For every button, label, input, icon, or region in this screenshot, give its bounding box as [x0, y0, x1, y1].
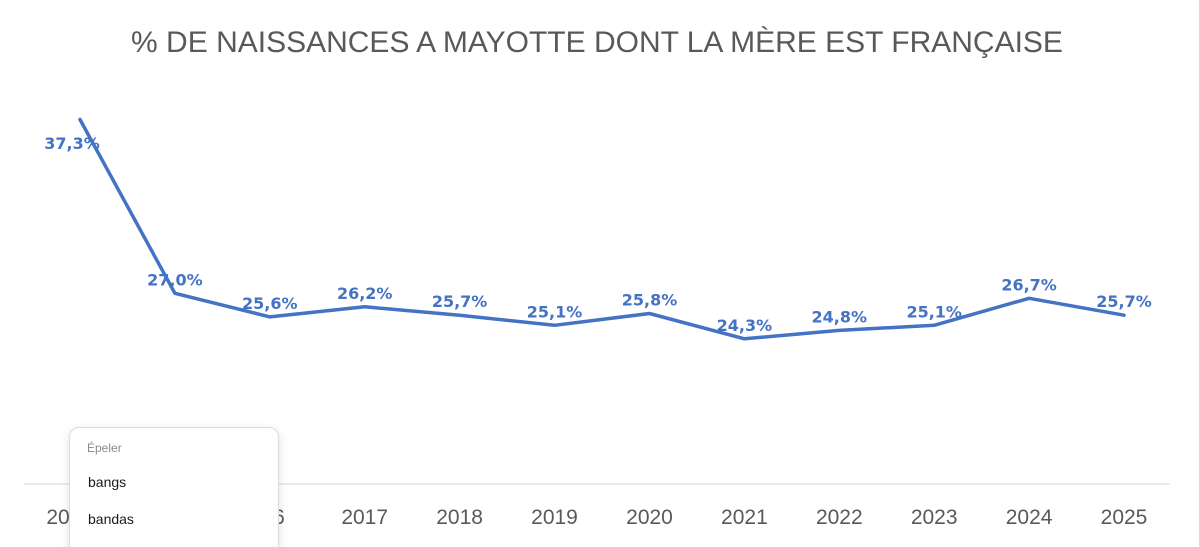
data-label: 25,8%: [622, 291, 678, 310]
x-tick-labels-group: 20 6 2017 2018 2019 2020 2021 2022 2023 2024 2025: [46, 506, 1147, 529]
spelling-suggestions-popup: Épeler bangs bandas: [69, 427, 279, 547]
chart-title: % DE NAISSANCES A MAYOTTE DONT LA MÈRE E…: [131, 26, 1063, 59]
data-point: [742, 337, 746, 341]
x-tick-label: 6: [273, 506, 285, 529]
spelling-suggestion-item[interactable]: bangs: [88, 474, 127, 490]
spelling-suggestion-item[interactable]: bandas: [88, 511, 134, 527]
data-label: 25,6%: [242, 294, 298, 313]
data-label: 27,0%: [147, 270, 203, 289]
data-label: 26,2%: [337, 284, 393, 303]
series-group: [78, 117, 1126, 341]
data-point: [173, 291, 177, 295]
data-point: [458, 313, 462, 317]
data-point: [553, 323, 557, 327]
x-tick-label: 2025: [1101, 506, 1148, 529]
data-point: [1122, 313, 1126, 317]
x-tick-label: 2019: [531, 506, 578, 529]
data-labels-group: 37,3% 27,0% 25,6% 26,2% 25,7% 25,1% 25,8% 24,3%…: [44, 134, 1152, 335]
data-label: 25,1%: [527, 302, 583, 321]
x-tick-label: 2020: [626, 506, 673, 529]
x-tick-label: 2022: [816, 506, 863, 529]
data-point: [78, 118, 82, 122]
data-label: 25,1%: [906, 302, 962, 321]
x-tick-label: 2021: [721, 506, 768, 529]
x-tick-label: 20: [46, 506, 69, 529]
data-label: 25,7%: [1096, 292, 1152, 311]
x-tick-label: 2024: [1006, 506, 1053, 529]
data-label: 37,3%: [44, 134, 100, 153]
x-tick-label: 2018: [436, 506, 483, 529]
data-label: 24,8%: [812, 307, 868, 326]
data-label: 25,7%: [432, 292, 488, 311]
data-point: [932, 323, 936, 327]
data-point: [1027, 296, 1031, 300]
data-point: [837, 328, 841, 332]
spelling-popup-header: Épeler: [87, 441, 122, 455]
data-point: [268, 315, 272, 319]
series-line: [78, 117, 1126, 341]
data-label: 26,7%: [1001, 275, 1057, 294]
x-tick-label: 2017: [341, 506, 388, 529]
data-label: 24,3%: [717, 316, 773, 335]
x-tick-label: 2023: [911, 506, 958, 529]
data-point: [363, 305, 367, 309]
data-point: [647, 312, 651, 316]
